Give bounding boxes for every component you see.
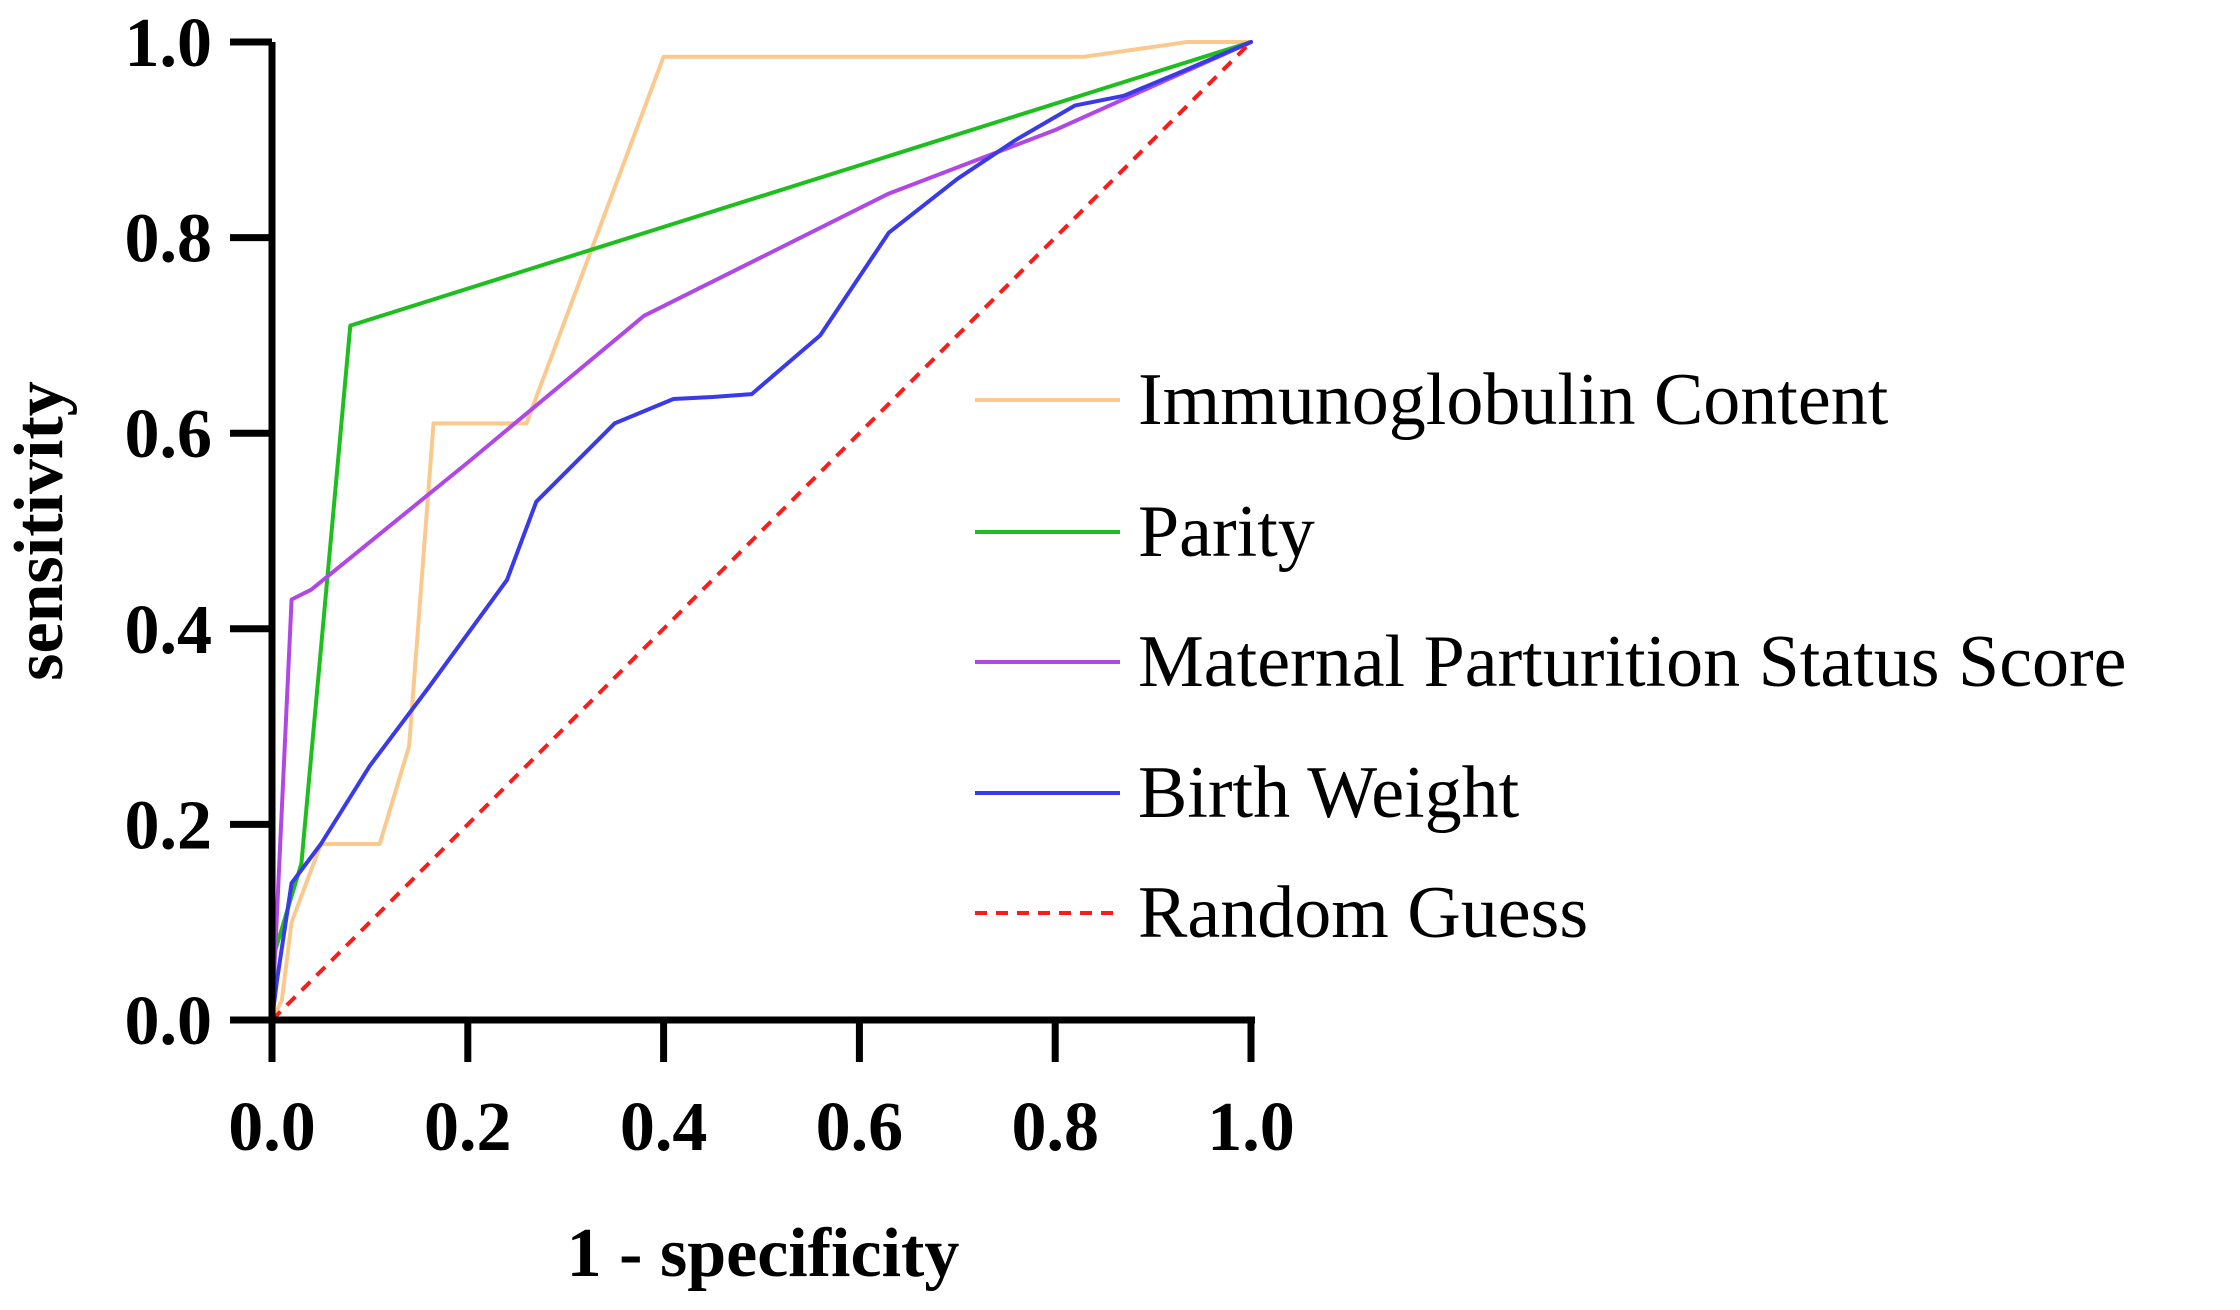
y-axis-title: sensitivity [1,381,78,680]
y-tick-label: 1.0 [125,5,213,82]
x-tick-label: 1.0 [1207,1089,1295,1166]
legend: Immunoglobulin Content Parity Maternal Par… [975,359,2127,954]
x-tick-label: 0.2 [424,1089,512,1166]
series-line-birth-weight [270,40,1253,1022]
axes [268,42,1255,1024]
y-tick-label: 0.4 [125,592,213,669]
x-tick-label: 0.6 [816,1089,904,1166]
legend-label: Maternal Parturition Status Score [1138,621,2127,703]
y-tick-label: 0.6 [125,396,213,473]
series-line-immunoglobulin-content [270,40,1253,1022]
y-tick-label: 0.8 [125,201,213,278]
x-tick-label: 0.4 [620,1089,708,1166]
legend-label: Parity [1138,491,1315,573]
legend-label: Birth Weight [1138,752,1520,834]
x-ticks: 0.0 0.2 0.4 0.6 0.8 1.0 [228,1020,1295,1166]
y-ticks: 0.0 0.2 0.4 0.6 0.8 1.0 [125,5,272,1060]
y-tick-label: 0.0 [125,983,213,1060]
y-tick-label: 0.2 [125,787,213,864]
x-tick-label: 0.0 [228,1089,316,1166]
legend-label: Immunoglobulin Content [1138,359,1889,441]
x-axis-title: 1 - specificity [567,1215,960,1292]
x-tick-label: 0.8 [1011,1089,1099,1166]
legend-label: Random Guess [1138,872,1588,954]
